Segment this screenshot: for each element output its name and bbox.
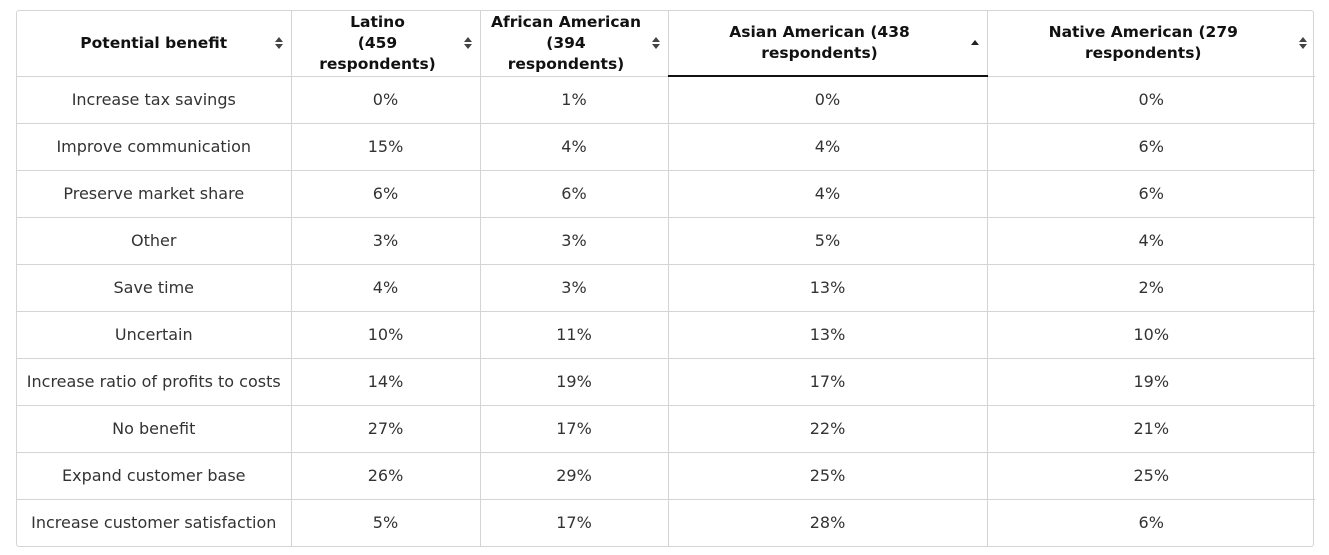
cell-asian-american: 4%	[668, 123, 988, 171]
cell-native-american: 19%	[987, 358, 1315, 406]
column-header-african-american[interactable]: African American (394 respondents)	[480, 11, 669, 77]
cell-benefit: Save time	[17, 264, 292, 312]
column-header-asian-american[interactable]: Asian American (438 respondents)	[668, 11, 988, 77]
table-row: Increase customer satisfaction 5% 17% 28…	[17, 499, 1315, 546]
cell-benefit: Improve communication	[17, 123, 292, 171]
cell-asian-american: 28%	[668, 499, 988, 546]
table-row: Uncertain 10% 11% 13% 10%	[17, 311, 1315, 359]
cell-african-american: 11%	[480, 311, 669, 359]
header-label: Latino (459 respondents)	[300, 12, 456, 75]
cell-asian-american: 13%	[668, 264, 988, 312]
cell-latino: 10%	[291, 311, 481, 359]
header-content: African American (394 respondents)	[489, 12, 660, 75]
header-content: Latino (459 respondents)	[300, 12, 472, 75]
cell-asian-american: 4%	[668, 170, 988, 218]
cell-latino: 27%	[291, 405, 481, 453]
cell-native-american: 21%	[987, 405, 1315, 453]
sort-ascending-icon[interactable]	[970, 37, 979, 49]
cell-latino: 6%	[291, 170, 481, 218]
table-row: Improve communication 15% 4% 4% 6%	[17, 123, 1315, 171]
cell-asian-american: 0%	[668, 76, 988, 124]
cell-native-american: 6%	[987, 123, 1315, 171]
header-content: Asian American (438 respondents)	[677, 22, 979, 64]
cell-asian-american: 13%	[668, 311, 988, 359]
cell-african-american: 3%	[480, 264, 669, 312]
sort-both-icon[interactable]	[651, 37, 660, 50]
header-content: Potential benefit	[25, 33, 283, 54]
cell-benefit: Increase tax savings	[17, 76, 292, 124]
cell-asian-american: 25%	[668, 452, 988, 500]
cell-benefit: Expand customer base	[17, 452, 292, 500]
table-row: Expand customer base 26% 29% 25% 25%	[17, 452, 1315, 500]
cell-native-american: 4%	[987, 217, 1315, 265]
cell-native-american: 2%	[987, 264, 1315, 312]
header-label: African American (394 respondents)	[489, 12, 644, 75]
header-label-line1: African American	[490, 12, 642, 31]
cell-benefit: Preserve market share	[17, 170, 292, 218]
column-header-potential-benefit[interactable]: Potential benefit	[17, 11, 292, 77]
cell-benefit: No benefit	[17, 405, 292, 453]
cell-native-american: 6%	[1138, 513, 1164, 533]
sort-both-icon[interactable]	[1299, 37, 1307, 50]
potential-benefit-table: Potential benefit Latino (459 respondent…	[17, 11, 1315, 546]
cell-native-american: 0%	[987, 76, 1315, 124]
cell-latino: 15%	[291, 123, 481, 171]
cell-african-american: 4%	[480, 123, 669, 171]
cell-latino: 5%	[291, 499, 481, 546]
cell-asian-american: 5%	[668, 217, 988, 265]
cell-benefit: Uncertain	[17, 311, 292, 359]
cell-african-american: 3%	[480, 217, 669, 265]
header-label-line2: (394 respondents)	[507, 33, 625, 73]
table-row: Other 3% 3% 5% 4%	[17, 217, 1315, 265]
cell-african-american: 17%	[480, 499, 669, 546]
table-row: Preserve market share 6% 6% 4% 6%	[17, 170, 1315, 218]
cell-african-american: 19%	[480, 358, 669, 406]
sort-both-icon[interactable]	[463, 37, 472, 50]
column-header-native-american[interactable]: Native American (279 respondents)	[987, 11, 1315, 77]
header-label-line2: (459 respondents)	[319, 33, 436, 73]
cell-african-american: 17%	[480, 405, 669, 453]
cell-african-american: 6%	[480, 170, 669, 218]
table-row: Save time 4% 3% 13% 2%	[17, 264, 1315, 312]
cell-african-american: 1%	[480, 76, 669, 124]
cell-native-american: 25%	[987, 452, 1315, 500]
cell-benefit: Other	[17, 217, 292, 265]
header-content: Native American (279 respondents)	[996, 22, 1307, 64]
column-header-latino[interactable]: Latino (459 respondents)	[291, 11, 481, 77]
cell-asian-american: 17%	[668, 358, 988, 406]
table-row: Increase tax savings 0% 1% 0% 0%	[17, 76, 1315, 124]
header-label-line1: Latino	[350, 12, 405, 31]
cell-latino: 4%	[291, 264, 481, 312]
cell-benefit: Increase ratio of profits to costs	[17, 358, 292, 406]
sort-both-icon[interactable]	[274, 37, 283, 50]
header-label: Native American (279 respondents)	[996, 22, 1292, 64]
header-label-line1: Potential benefit	[80, 33, 228, 52]
cell-latino: 0%	[291, 76, 481, 124]
table-row: Increase ratio of profits to costs 14% 1…	[17, 358, 1315, 406]
cell-african-american: 29%	[480, 452, 669, 500]
header-label-line1: Asian American (438 respondents)	[729, 23, 910, 62]
cell-asian-american: 22%	[668, 405, 988, 453]
header-label: Asian American (438 respondents)	[677, 22, 963, 64]
header-row: Potential benefit Latino (459 respondent…	[17, 11, 1315, 77]
header-label: Potential benefit	[80, 33, 227, 54]
cell-native-american: 10%	[987, 311, 1315, 359]
cell-latino: 26%	[291, 452, 481, 500]
table-row: No benefit 27% 17% 22% 21%	[17, 405, 1315, 453]
cell-latino: 3%	[291, 217, 481, 265]
cell-latino: 14%	[291, 358, 481, 406]
cell-benefit: Increase customer satisfaction	[17, 499, 292, 546]
data-table-container: Potential benefit Latino (459 respondent…	[16, 10, 1315, 547]
header-label-line1: Native American (279 respondents)	[1048, 23, 1238, 63]
cell-native-american: 6%	[987, 170, 1315, 218]
